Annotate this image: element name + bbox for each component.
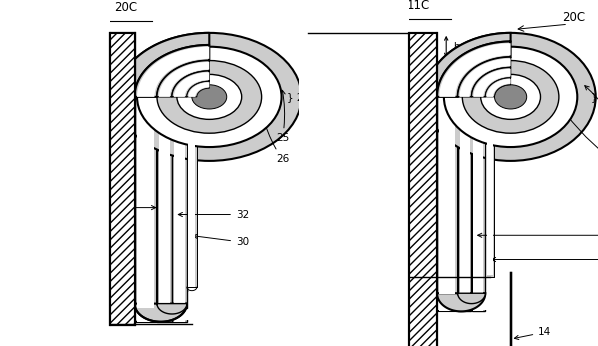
Polygon shape xyxy=(157,304,187,314)
Bar xyxy=(459,97,469,294)
Text: 11C: 11C xyxy=(407,0,430,12)
Bar xyxy=(172,97,187,322)
Bar xyxy=(188,97,196,285)
Text: S: S xyxy=(15,237,133,247)
Polygon shape xyxy=(188,82,209,97)
Bar xyxy=(109,33,135,325)
Bar xyxy=(109,33,135,325)
Text: 26: 26 xyxy=(261,115,289,164)
Polygon shape xyxy=(459,58,511,97)
Bar xyxy=(187,97,197,287)
Polygon shape xyxy=(187,81,209,97)
Bar xyxy=(174,97,185,308)
Circle shape xyxy=(137,47,282,147)
Bar xyxy=(437,97,457,311)
Circle shape xyxy=(444,47,577,147)
Bar xyxy=(487,97,493,275)
Text: 31: 31 xyxy=(336,213,435,223)
Bar xyxy=(174,97,185,322)
Bar xyxy=(135,97,157,308)
Bar xyxy=(457,97,471,294)
Bar xyxy=(157,97,172,322)
Circle shape xyxy=(462,61,559,133)
Polygon shape xyxy=(457,293,486,303)
Polygon shape xyxy=(437,42,511,97)
Circle shape xyxy=(157,61,262,133)
Bar xyxy=(276,0,410,346)
Text: 21: 21 xyxy=(478,230,598,240)
Text: 20C: 20C xyxy=(563,11,585,24)
Bar xyxy=(159,97,170,308)
Polygon shape xyxy=(174,72,209,97)
Bar xyxy=(410,33,437,346)
Polygon shape xyxy=(159,62,209,97)
Bar xyxy=(486,97,495,277)
Text: 15: 15 xyxy=(308,12,322,22)
Circle shape xyxy=(426,33,596,161)
Text: 30: 30 xyxy=(336,161,435,171)
Polygon shape xyxy=(457,57,511,97)
Bar xyxy=(109,33,135,325)
Bar xyxy=(471,97,486,294)
Polygon shape xyxy=(135,304,187,322)
Text: 囲15B: 囲15B xyxy=(308,322,340,336)
Polygon shape xyxy=(474,69,511,97)
Text: 25: 25 xyxy=(276,90,289,143)
Text: h: h xyxy=(453,42,459,52)
Polygon shape xyxy=(135,45,209,97)
Text: 31a: 31a xyxy=(15,82,131,98)
Circle shape xyxy=(192,85,227,109)
Text: 20C: 20C xyxy=(114,1,137,14)
Bar xyxy=(410,33,437,346)
Bar xyxy=(159,97,170,322)
Polygon shape xyxy=(426,33,511,97)
Polygon shape xyxy=(437,293,486,311)
Text: 25: 25 xyxy=(585,85,598,161)
Circle shape xyxy=(481,74,541,119)
Text: 31a: 31a xyxy=(345,113,435,126)
Bar xyxy=(137,97,154,308)
Polygon shape xyxy=(471,67,511,97)
Polygon shape xyxy=(440,43,511,97)
Bar xyxy=(474,97,483,294)
Bar xyxy=(440,97,456,294)
Circle shape xyxy=(495,85,527,109)
Bar xyxy=(440,97,456,311)
Bar xyxy=(474,97,483,311)
Bar xyxy=(459,97,469,311)
Bar xyxy=(172,97,187,308)
Text: } 27: } 27 xyxy=(286,92,310,102)
Text: 32: 32 xyxy=(178,210,249,219)
Polygon shape xyxy=(157,61,209,97)
Text: 囲15A: 囲15A xyxy=(9,322,41,336)
Text: 31: 31 xyxy=(15,161,133,171)
Polygon shape xyxy=(487,79,511,97)
Text: } 27: } 27 xyxy=(591,92,598,102)
Bar xyxy=(157,97,172,308)
Polygon shape xyxy=(137,47,209,97)
Bar xyxy=(432,275,490,310)
Text: 32: 32 xyxy=(492,255,598,264)
Bar xyxy=(0,0,109,346)
Text: 26: 26 xyxy=(566,114,598,181)
Bar xyxy=(188,97,196,287)
Text: 14: 14 xyxy=(514,327,551,339)
Bar xyxy=(487,97,493,275)
Bar xyxy=(130,292,192,320)
Circle shape xyxy=(117,33,301,161)
Bar xyxy=(187,97,197,287)
Polygon shape xyxy=(172,71,209,97)
Bar xyxy=(486,97,495,277)
Bar xyxy=(471,97,486,311)
Bar xyxy=(135,97,157,322)
Bar xyxy=(457,97,471,311)
Text: 30: 30 xyxy=(193,234,249,247)
Bar xyxy=(137,97,154,322)
Polygon shape xyxy=(486,78,511,97)
Bar xyxy=(437,97,457,294)
Circle shape xyxy=(177,74,242,119)
Text: 21: 21 xyxy=(15,203,155,212)
Polygon shape xyxy=(117,33,209,97)
